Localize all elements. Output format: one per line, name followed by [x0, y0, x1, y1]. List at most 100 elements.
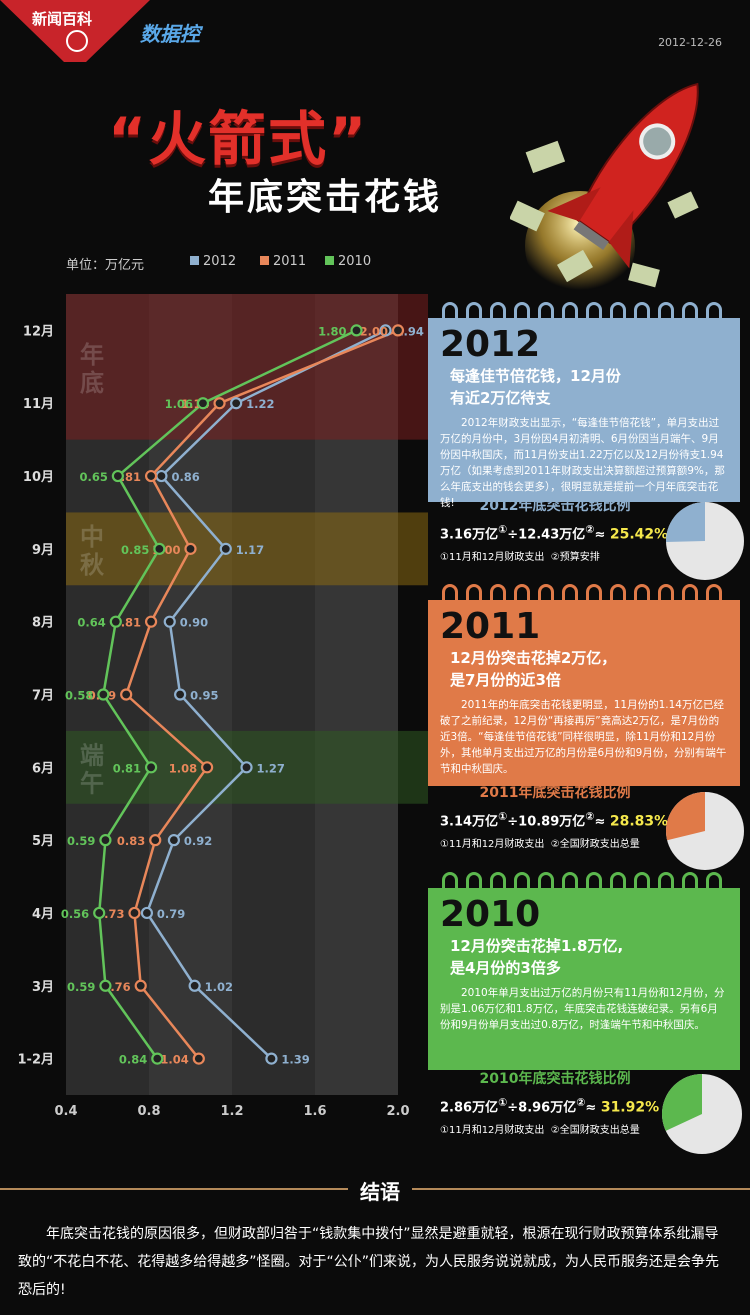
ring [586, 584, 602, 601]
data-label-2012: 0.95 [190, 689, 218, 703]
data-label-2011: 2.00 [360, 324, 388, 338]
ratio-numerator: 2.86万亿 [440, 1100, 499, 1116]
band-label: 端 [80, 741, 104, 769]
ratio-2012: 2012年底突击花钱比例 3.16万亿①÷12.43万亿②≈ 25.42% ①1… [440, 495, 740, 563]
ratio-formula: 3.16万亿①÷12.43万亿②≈ 25.42% [440, 523, 669, 543]
data-point-2010 [153, 542, 166, 555]
card-year: 2010 [440, 894, 541, 935]
ratio-result: 31.92% [600, 1099, 660, 1116]
brand-logo-icon [66, 30, 88, 52]
pie-slice [666, 502, 705, 543]
card-headline: 12月份突击花掉2万亿，是7月份的近3倍 [450, 649, 617, 689]
data-label-2012: 0.86 [171, 470, 199, 484]
data-point-2012 [155, 469, 168, 483]
category-label: 9月 [32, 543, 54, 558]
card-body: 2011 12月份突击花掉2万亿，是7月份的近3倍 2011年的年底突击花钱更明… [428, 600, 740, 786]
category-label: 5月 [32, 834, 54, 849]
ring [634, 584, 650, 601]
ring [610, 584, 626, 601]
data-point-2011 [144, 469, 158, 483]
x-tick-labels: 0.4 0.8 1.2 1.6 2.0 [54, 1104, 409, 1119]
page-subtitle: 年底突击花钱 [208, 177, 443, 218]
data-point-2012 [140, 906, 154, 920]
publish-date: 2012-12-26 [658, 36, 722, 49]
data-label-2012: 1.27 [257, 761, 285, 775]
ratio-note-2: ②全国财政支出总量 [550, 839, 640, 851]
band-label: 午 [80, 769, 104, 797]
ratio-denominator: 8.96万亿 [518, 1100, 577, 1116]
legend-item-2012: 2012 [190, 254, 236, 269]
ratio-2010: 2010年底突击花钱比例 2.86万亿①÷8.96万亿②≈ 31.92% ①11… [440, 1068, 740, 1136]
rocket-illustration [510, 82, 699, 301]
ratio-title: 2011年底突击花钱比例 [479, 785, 631, 801]
ring [682, 872, 698, 889]
ratio-2011: 2011年底突击花钱比例 3.14万亿①÷10.89万亿②≈ 28.83% ①1… [440, 782, 740, 850]
data-label-2010: 0.59 [67, 834, 95, 848]
ratio-formula: 2.86万亿①÷8.96万亿②≈ 31.92% [440, 1096, 660, 1116]
data-point-2010 [109, 615, 122, 628]
conclusion-text: 年底突击花钱的原因很多，但财政部归咎于“钱款集中拨付”显然是避重就轻，根源在现行… [18, 1226, 720, 1298]
data-label-2010: 1.80 [318, 324, 346, 338]
card-paragraph: 2012年财政支出显示，“每逢佳节倍花钱”，单月支出过万亿的月份中，3月份因4月… [440, 417, 725, 509]
data-point-2012 [265, 1052, 278, 1065]
brand-label: 新闻百科 [32, 10, 93, 28]
card-paragraph: 2011年的年底突击花钱更明显，11月份的1.14万亿已经破了之前纪录，12月份… [440, 699, 727, 775]
data-point-2012 [240, 761, 253, 774]
category-label: 3月 [32, 980, 54, 995]
data-label-2012: 0.90 [180, 616, 208, 630]
data-point-2010 [99, 979, 112, 992]
card-headline: 12月份突击花掉1.8万亿,是4月份的3倍多 [450, 937, 624, 977]
legend-swatch [190, 256, 199, 265]
legend-item-2010: 2010 [325, 254, 371, 269]
series-points: 1.39 1.02 0.79 0.92 1.27 0.95 0.90 1.17 0.86 1.22… [61, 324, 424, 1067]
data-point-2011 [144, 615, 158, 628]
ring [658, 584, 674, 601]
ratio-note-2: ②预算安排 [550, 552, 600, 564]
ring [538, 872, 554, 889]
ring [586, 872, 602, 889]
card-2012: 2012 每逢佳节倍花钱，12月份有近2万亿待支 2012年财政支出显示，“每逢… [428, 300, 740, 509]
legend-label: 2012 [203, 254, 237, 269]
band-label: 年 [80, 341, 104, 369]
data-label-2011: 0.83 [117, 834, 145, 848]
ring [610, 302, 626, 319]
ring [586, 302, 602, 319]
spiral-binding [428, 300, 740, 319]
ring [466, 302, 482, 319]
x-tick-label: 1.2 [220, 1104, 243, 1119]
data-label-2012: 0.92 [184, 834, 212, 848]
ratio-title: 2010年底突击花钱比例 [479, 1071, 631, 1087]
ring [514, 872, 530, 889]
data-label-2010: 0.85 [121, 543, 149, 557]
category-label: 7月 [32, 689, 54, 704]
data-label-2010: 0.58 [65, 689, 93, 703]
ring [514, 302, 530, 319]
pie-2012 [666, 502, 744, 580]
ratio-result: 25.42% [609, 526, 669, 543]
data-label-2010: 0.84 [119, 1053, 147, 1067]
legend-item-2011: 2011 [260, 254, 306, 269]
category-label: 8月 [32, 616, 54, 631]
card-paragraph: 2010年单月支出过万亿的月份只有11月份和12月份，分别是1.06万亿和1.8… [440, 987, 725, 1031]
page-title: “火箭式” [108, 105, 369, 173]
category-label: 12月 [23, 324, 54, 339]
data-label-2011: 1.04 [160, 1053, 188, 1067]
unit-label: 单位：万亿元 [66, 258, 145, 273]
data-point-2011 [134, 979, 147, 992]
ring [466, 584, 482, 601]
ring [538, 584, 554, 601]
data-point-2011 [192, 1052, 205, 1065]
ratio-note-1: ①11月和12月财政支出 [440, 552, 545, 564]
spiral-binding [428, 582, 740, 601]
data-point-2010 [97, 688, 110, 701]
data-point-2010 [151, 1052, 164, 1065]
ring [562, 872, 578, 889]
ring [490, 302, 506, 319]
ring [466, 872, 482, 889]
data-label-2012: 1.22 [246, 397, 274, 411]
data-point-2012 [230, 397, 243, 410]
band-label: 秋 [80, 551, 105, 579]
data-label-2012: 1.17 [236, 543, 264, 557]
ring [634, 872, 650, 889]
category-label: 4月 [32, 907, 54, 922]
